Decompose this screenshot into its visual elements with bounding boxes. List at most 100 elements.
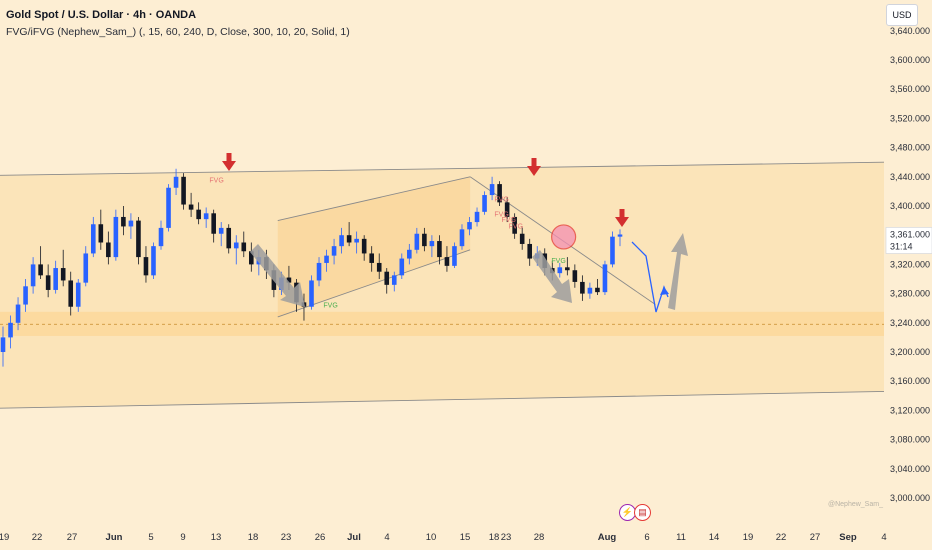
candle (196, 202, 201, 225)
x-tick-label: Sep (839, 532, 857, 543)
candle-body (354, 238, 359, 243)
candle-body (121, 216, 126, 227)
x-tick-label: 11 (676, 532, 686, 543)
candle (437, 235, 442, 265)
candle (339, 227, 344, 254)
candle-body (504, 202, 510, 217)
candle (429, 235, 435, 258)
candle-body (384, 271, 390, 285)
candle-body (166, 187, 171, 228)
candle-body (452, 246, 457, 266)
candle (0, 326, 6, 367)
x-tick-label: 13 (211, 532, 222, 543)
candle (595, 279, 600, 296)
resistance-circle (551, 224, 577, 250)
candle-body (369, 253, 374, 263)
candle (143, 246, 149, 283)
candle-body (339, 235, 344, 247)
candle-body (610, 236, 615, 265)
candle-body (444, 257, 450, 266)
us-flag-event-icon[interactable]: ▤ (634, 504, 651, 521)
candle-body (361, 238, 367, 254)
candle-body (459, 229, 465, 247)
gray-arrow-up (668, 233, 688, 310)
candle (361, 235, 367, 261)
candle-body (595, 287, 600, 293)
wedge-fill (277, 176, 471, 317)
candle (181, 173, 186, 210)
arrow-head (615, 217, 629, 227)
candle-body (241, 242, 247, 252)
candle-body (391, 275, 397, 285)
price-countdown: 31:14 (890, 241, 913, 251)
arrow-head (222, 161, 236, 171)
y-tick-label: 3,200.000 (890, 347, 930, 357)
candle (90, 216, 96, 258)
candle (15, 297, 21, 331)
candle-body (151, 246, 156, 276)
y-tick-label: 3,040.000 (890, 464, 930, 474)
candle (617, 229, 623, 247)
watermark: @Nephew_Sam_ (828, 501, 883, 508)
candle (587, 282, 593, 299)
y-tick-label: 3,240.000 (890, 318, 930, 328)
candle-body (249, 251, 254, 265)
candle (316, 257, 322, 287)
currency-button[interactable]: USD (886, 4, 918, 26)
candle-body (422, 233, 427, 247)
indicator-legend[interactable]: FVG/iFVG (Nephew_Sam_) (, 15, 60, 240, D… (6, 26, 350, 38)
candle-body (437, 241, 442, 258)
y-axis[interactable]: 3,640.000 3,600.000 3,560.000 3,520.000 3,48… (884, 0, 932, 550)
y-tick-label: 3,320.000 (890, 259, 930, 269)
candle-body (75, 282, 81, 307)
candle-body (474, 211, 480, 223)
candle (211, 209, 216, 243)
candle (452, 242, 457, 269)
x-tick-label: Aug (598, 532, 617, 543)
red-arrow-2 (527, 158, 541, 176)
candle (136, 216, 141, 265)
candle-body (467, 222, 472, 230)
candle-body (53, 268, 58, 290)
candle-body (309, 280, 314, 307)
y-tick-label: 3,440.000 (890, 172, 930, 182)
fvg-label: FVG (509, 224, 523, 231)
fvg-label: FVG (209, 178, 223, 185)
y-tick-label: 3,400.000 (890, 201, 930, 211)
x-tick-label: 9 (180, 532, 185, 543)
channel-bottom-line (0, 390, 885, 409)
fvg-label: FVG (323, 303, 337, 310)
candle (580, 275, 585, 301)
x-tick-label: 15 (460, 532, 471, 543)
candle (166, 184, 171, 232)
candle (519, 226, 525, 250)
candle (75, 279, 81, 312)
candle-body (128, 220, 134, 227)
candle-body (181, 176, 186, 205)
candle (497, 181, 502, 206)
candle (218, 222, 224, 247)
candle-body (286, 277, 292, 283)
candle (467, 216, 472, 236)
x-tick-label: 22 (32, 532, 43, 543)
candle-body (173, 176, 179, 188)
price-tag-box (885, 227, 932, 254)
x-tick-label: 22 (776, 532, 787, 543)
candle (106, 231, 111, 265)
candle-body (617, 234, 623, 237)
x-axis[interactable]: 19 22 27 Jun 5 9 13 18 23 26 Jul 4 10 15 18 23 28 Aug 6 11 1… (0, 532, 887, 543)
candle-body (0, 337, 6, 352)
y-axis-background (884, 0, 932, 550)
candle-body (226, 227, 232, 249)
candle (233, 235, 239, 265)
candle (384, 268, 390, 294)
candle-body (68, 280, 74, 307)
candle-body (376, 262, 382, 272)
candle (512, 213, 517, 239)
candle-body (399, 258, 405, 276)
candle-body (23, 286, 28, 305)
fvg-label: FVG (502, 217, 516, 224)
y-tick-label: 3,120.000 (890, 405, 930, 415)
